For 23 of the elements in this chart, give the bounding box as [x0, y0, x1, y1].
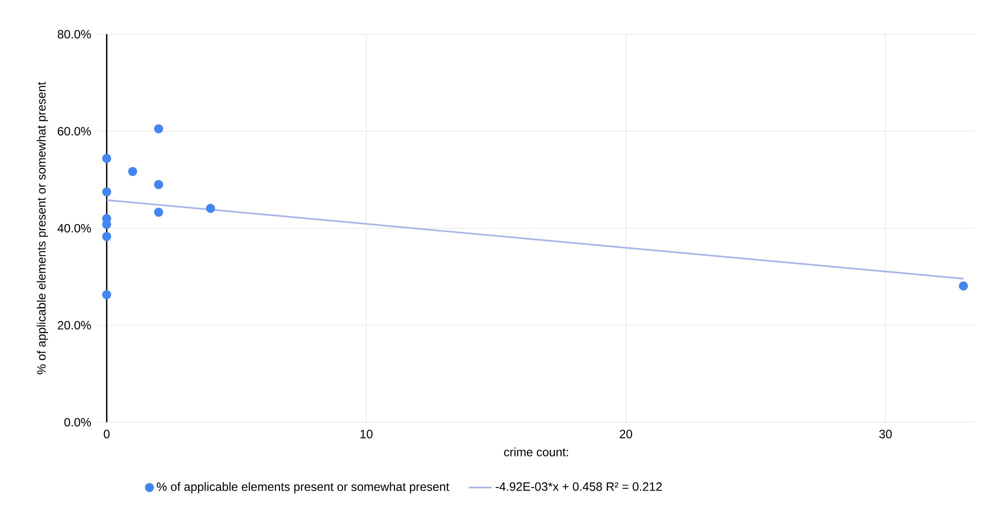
y-tick-label: 80.0%: [58, 30, 91, 39]
y-tick-label: 0.0%: [64, 418, 91, 427]
point: [958, 281, 968, 291]
legend-label: % of applicable elements present or somewhat present: [156, 482, 450, 494]
y-tick-label: 20.0%: [58, 321, 91, 330]
point: [154, 124, 164, 134]
x-tick-label: 0: [104, 430, 110, 438]
point: [102, 154, 112, 163]
x-axis-title: crime count:: [504, 448, 568, 456]
point: [102, 290, 112, 300]
point: [102, 232, 112, 242]
point: [128, 166, 138, 176]
y-tick-label: 60.0%: [58, 127, 91, 136]
y-axis-title: % of applicable elements present or somewhat present: [36, 82, 48, 374]
point: [154, 180, 164, 190]
x-tick-label: 20: [620, 430, 632, 438]
x-tick-label: 10: [360, 430, 373, 438]
point: [206, 204, 216, 213]
legend-label: -4.92E-03*x + 0.458 R² = 0.212: [496, 482, 662, 491]
point: [102, 187, 112, 196]
point: [154, 208, 164, 217]
y-tick-label: 40.0%: [57, 224, 91, 233]
x-tick-label: 30: [879, 430, 892, 438]
